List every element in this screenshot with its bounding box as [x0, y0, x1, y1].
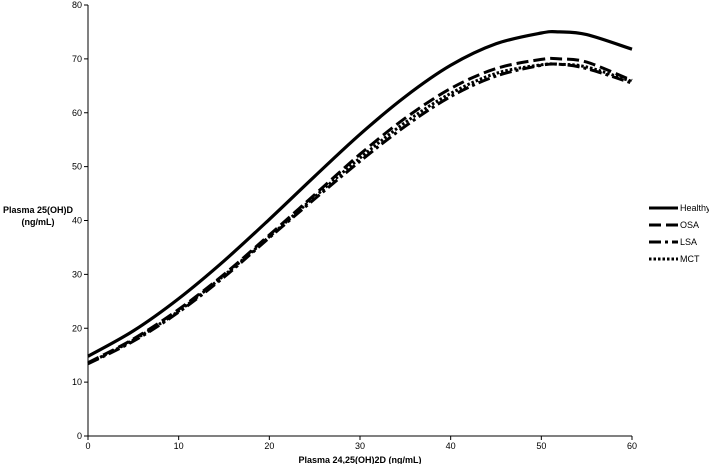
series-line-osa: [87, 56, 633, 365]
y-tick-label: 70: [72, 54, 82, 64]
x-tick-label: 30: [355, 441, 365, 451]
axes: [84, 4, 633, 440]
series-line-lsa: [87, 62, 633, 366]
y-axis-label-line2: (ng/mL): [22, 217, 55, 227]
y-axis-label-line1: Plasma 25(OH)D: [3, 205, 74, 215]
y-tick-label: 0: [77, 431, 82, 441]
series-line-mct: [87, 62, 633, 365]
x-tick-label: 40: [446, 441, 456, 451]
y-tick-label: 20: [72, 323, 82, 333]
x-tick-label: 0: [85, 441, 90, 451]
x-axis-label: Plasma 24,25(OH)2D (ng/mL): [298, 455, 421, 464]
legend-label-osa: OSA: [680, 220, 699, 230]
x-tick-label: 60: [627, 441, 637, 451]
x-tick-label: 50: [536, 441, 546, 451]
y-tick-label: 10: [72, 377, 82, 387]
y-tick-label: 40: [72, 216, 82, 226]
legend-label-lsa: LSA: [680, 237, 697, 247]
y-tick-label: 80: [72, 0, 82, 10]
y-tick-label: 30: [72, 269, 82, 279]
legend-label-mct: MCT: [680, 254, 700, 264]
x-tick-label: 20: [264, 441, 274, 451]
legend: Healthy OSA LSA MCT: [649, 203, 709, 264]
y-tick-label: 60: [72, 108, 82, 118]
x-tick-label: 10: [174, 441, 184, 451]
tick-labels: 0 10 20 30 40 50 60 70 80 0 10 20 30 40 50 60: [72, 0, 637, 451]
series-lines: [87, 30, 633, 366]
y-tick-label: 50: [72, 162, 82, 172]
legend-label-healthy: Healthy: [680, 203, 709, 213]
series-line-healthy: [87, 30, 633, 358]
